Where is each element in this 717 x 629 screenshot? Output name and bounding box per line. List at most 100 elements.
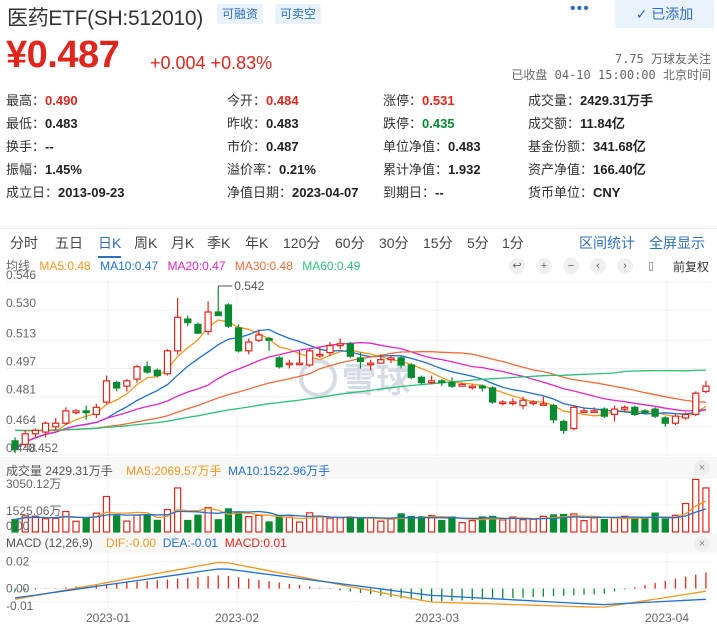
stat-label: 换手： (6, 139, 46, 154)
svg-text:0.00: 0.00 (6, 519, 30, 533)
ma-legend-label: 均线 (6, 259, 31, 273)
stat-value: 0.490 (45, 93, 78, 108)
short-selling-tag[interactable]: 可卖空 (275, 4, 322, 24)
stat-value: 0.483 (266, 116, 299, 131)
stat-value: 0.21% (279, 162, 316, 177)
ma20-value: MA20:0.47 (167, 259, 226, 273)
stat-value: 166.40亿 (593, 162, 646, 177)
price-change: +0.004 +0.83% (150, 53, 273, 73)
stat-value: CNY (593, 185, 621, 200)
ma60-value: MA60:0.49 (302, 259, 361, 273)
stat-value: 0.483 (448, 139, 481, 154)
stat-label: 昨收： (227, 116, 267, 131)
tab-2[interactable]: 日K (98, 235, 122, 258)
fullscreen-link[interactable]: 全屏显示 (649, 235, 705, 251)
reset-icon[interactable]: ↩ (509, 258, 525, 274)
svg-text:3050.12万: 3050.12万 (6, 477, 61, 491)
more-button[interactable]: ••• (570, 0, 590, 17)
tab-7[interactable]: 120分 (283, 235, 321, 251)
tab-10[interactable]: 15分 (423, 235, 453, 251)
stat-value: 11.84亿 (580, 116, 625, 131)
stat-item: 成交额：11.84亿 (528, 113, 625, 132)
svg-text:0.452: 0.452 (28, 441, 58, 455)
tab-8[interactable]: 60分 (335, 235, 365, 251)
stat-label: 涨停： (383, 93, 423, 108)
stat-item: 振幅：1.45% (6, 159, 82, 178)
stat-label: 单位净值： (383, 139, 449, 154)
stat-item: 成立日：2013-09-23 (6, 182, 125, 201)
tab-0[interactable]: 分时 (10, 235, 38, 251)
stat-value: 0.487 (266, 139, 299, 154)
stat-value: 0.531 (422, 93, 455, 108)
macd-label: MACD (12,26,9) (6, 536, 93, 550)
stat-label: 基金份额： (528, 139, 594, 154)
zoom-out-icon[interactable]: − (563, 258, 579, 274)
stat-label: 市价： (227, 139, 267, 154)
tab-3[interactable]: 周K (134, 235, 158, 251)
chevron-left-icon[interactable]: ‹ (590, 258, 606, 274)
svg-text:0.530: 0.530 (6, 296, 36, 310)
macd-value: MACD:0.01 (224, 536, 287, 550)
svg-text:0.464: 0.464 (6, 413, 36, 427)
svg-text:0.00: 0.00 (6, 582, 30, 596)
dea-value: DEA:-0.01 (162, 536, 219, 550)
zoom-in-icon[interactable]: + (536, 258, 552, 274)
stat-item: 净值日期：2023-04-07 (227, 182, 359, 201)
tab-1[interactable]: 五日 (55, 235, 83, 251)
stat-label: 累计净值： (383, 162, 449, 177)
ma30-value: MA30:0.48 (234, 259, 293, 273)
tab-11[interactable]: 5分 (467, 235, 489, 251)
stat-item: 涨停：0.531 (383, 90, 455, 109)
added-watchlist-button[interactable]: ✓ 已添加 (615, 0, 714, 28)
stat-value: 2013-09-23 (58, 185, 125, 200)
tab-5[interactable]: 季K (207, 235, 231, 251)
svg-text:1525.06万: 1525.06万 (6, 504, 61, 518)
volume-ma10: MA10:1522.96万手 (228, 464, 331, 478)
ma10-value: MA10:0.47 (100, 259, 159, 273)
stat-item: 累计净值：1.932 (383, 159, 481, 178)
macd-legend: MACD (12,26,9) DIF:-0.00 DEA:-0.01 MACD:… (6, 536, 287, 550)
margin-financing-tag[interactable]: 可融资 (217, 4, 264, 24)
volume-label: 成交量 2429.31万手 (6, 464, 113, 478)
ma-legend: 均线 MA5:0.48 MA10:0.47 MA20:0.47 MA30:0.4… (6, 257, 366, 274)
stat-value: 1.932 (448, 162, 481, 177)
header: 医药ETF(SH:512010) 可融资 可卖空 ••• ✓ 已添加 (0, 0, 717, 30)
stat-label: 跌停： (383, 116, 423, 131)
svg-text:2023-01: 2023-01 (86, 611, 130, 625)
stat-label: 最高： (6, 93, 46, 108)
followers-count: 7.75 万球友关注 (614, 52, 711, 66)
stat-label: 溢价率： (227, 162, 280, 177)
volume-legend: 成交量 2429.31万手 MA5:2069.57万手 MA10:1522.96… (6, 462, 330, 479)
svg-text:雪球: 雪球 (342, 362, 411, 400)
close-volume-icon[interactable]: × (694, 460, 710, 476)
stat-label: 到期日： (383, 185, 436, 200)
stat-item: 到期日：-- (383, 182, 444, 201)
svg-text:0.497: 0.497 (6, 355, 36, 369)
market-status: 已收盘 04-10 15:00:00 北京时间 (511, 68, 711, 82)
stat-value: -- (435, 185, 444, 200)
close-macd-icon[interactable]: × (694, 536, 710, 552)
chevron-right-icon[interactable]: › (617, 258, 633, 274)
tab-12[interactable]: 1分 (502, 235, 524, 251)
stat-value: -- (45, 139, 54, 154)
svg-text:0.513: 0.513 (6, 326, 36, 340)
ma5-value: MA5:0.48 (39, 259, 91, 273)
svg-text:0.481: 0.481 (6, 383, 36, 397)
stat-item: 最高：0.490 (6, 90, 78, 109)
tab-4[interactable]: 月K (171, 235, 195, 251)
stat-value: 0.435 (422, 116, 455, 131)
stat-label: 振幅： (6, 162, 46, 177)
tab-9[interactable]: 30分 (379, 235, 409, 251)
stat-label: 今开： (227, 93, 267, 108)
adjust-mode-select[interactable]: 前复权 (672, 260, 709, 274)
candle-type-icon[interactable]: ▯ (647, 260, 655, 272)
svg-text:2023-04: 2023-04 (645, 611, 689, 625)
interval-stats-link[interactable]: 区间统计 (579, 235, 635, 251)
svg-text:0.542: 0.542 (234, 279, 264, 293)
period-tabs: 区间统计 全屏显示 分时 五日 日K 周K 月K 季K 年K 120分 60分 30分 15分 5分 1… (0, 228, 717, 258)
dif-value: DIF:-0.00 (106, 536, 157, 550)
stat-item: 今开：0.484 (227, 90, 299, 109)
tab-6[interactable]: 年K (245, 235, 269, 251)
stat-value: 2429.31万手 (580, 93, 654, 108)
